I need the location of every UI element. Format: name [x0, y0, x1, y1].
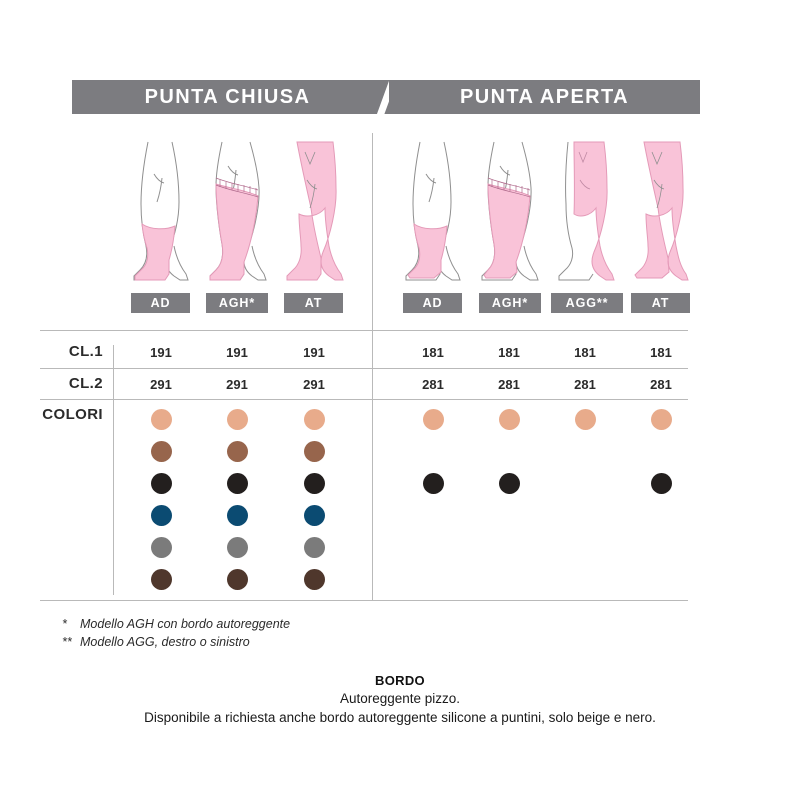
color-swatch-punta-chiusa-AD-2[interactable] — [150, 441, 172, 462]
cl1-open-agg: 181 — [574, 345, 596, 360]
cl1-closed-agh: 191 — [226, 345, 248, 360]
figure-pantyhose-open-toe — [624, 138, 698, 286]
cl1-open-at: 181 — [650, 345, 672, 360]
color-swatch-punta-chiusa-AD-5[interactable] — [150, 537, 172, 558]
figure-row — [0, 138, 800, 286]
color-swatch-punta-aperta-AGH-1[interactable] — [498, 409, 520, 430]
row-label-cl2: CL.2 — [68, 375, 103, 392]
grid-line-section-divider — [372, 133, 373, 600]
figure-thigh-high-lace-band-closed-toe — [200, 138, 274, 286]
footnote-marker: ** — [62, 635, 72, 649]
color-swatch-punta-chiusa-AD-4[interactable] — [150, 505, 172, 526]
cl1-closed-at: 191 — [303, 345, 325, 360]
cl1-open-ad: 181 — [422, 345, 444, 360]
color-swatch-punta-chiusa-AT-6[interactable] — [303, 569, 325, 590]
color-swatch-punta-chiusa-AD-1[interactable] — [150, 409, 172, 430]
footnote-text: Modello AGG, destro o sinistro — [80, 635, 250, 649]
cl1-open-agh: 181 — [498, 345, 520, 360]
color-swatch-punta-chiusa-AT-1[interactable] — [303, 409, 325, 430]
cl2-closed-at: 291 — [303, 377, 325, 392]
footnote-marker: * — [62, 617, 67, 631]
footnote-list: * Modello AGH con bordo autoreggente ** Mo… — [62, 615, 562, 651]
chip-closed-ad[interactable]: AD — [131, 293, 190, 313]
cl2-closed-agh: 291 — [226, 377, 248, 392]
figure-knee-high-closed-toe — [124, 138, 198, 286]
bordo-line-1: Autoreggente pizzo. — [339, 691, 461, 706]
color-swatch-punta-chiusa-AGH-2[interactable] — [226, 441, 248, 462]
cl1-closed-ad: 191 — [150, 345, 172, 360]
bordo-line-2: Disponibile a richiesta anche bordo auto… — [144, 710, 656, 725]
cl2-closed-ad: 291 — [150, 377, 172, 392]
cl2-open-ad: 281 — [422, 377, 444, 392]
cl2-open-agh: 281 — [498, 377, 520, 392]
color-swatch-punta-chiusa-AGH-4[interactable] — [226, 505, 248, 526]
color-swatch-punta-chiusa-AGH-3[interactable] — [226, 473, 248, 494]
color-swatch-punta-aperta-AD-3[interactable] — [422, 473, 444, 494]
color-swatch-punta-chiusa-AT-3[interactable] — [303, 473, 325, 494]
chip-open-at[interactable]: AT — [631, 293, 690, 313]
grid-line-cl2-colori — [40, 399, 688, 400]
color-swatch-punta-chiusa-AT-2[interactable] — [303, 441, 325, 462]
bordo-block: BORDO Autoreggente pizzo. Disponibile a … — [0, 672, 800, 727]
grid-line-label-divider — [113, 345, 114, 595]
footnote-item: * Modello AGH con bordo autoreggente — [62, 615, 562, 633]
chip-open-ad[interactable]: AD — [403, 293, 462, 313]
row-label-cl1: CL.1 — [68, 343, 103, 360]
color-swatch-punta-chiusa-AGH-5[interactable] — [226, 537, 248, 558]
section-banner: PUNTA CHIUSA PUNTA APERTA — [72, 80, 700, 114]
cl2-open-at: 281 — [650, 377, 672, 392]
color-swatch-punta-aperta-AGH-3[interactable] — [498, 473, 520, 494]
color-swatch-punta-chiusa-AGH-6[interactable] — [226, 569, 248, 590]
row-label-colori: COLORI — [42, 406, 103, 423]
figure-single-leg-tights-open-toe — [548, 138, 622, 286]
color-swatch-punta-chiusa-AT-5[interactable] — [303, 537, 325, 558]
banner-punta-aperta: PUNTA APERTA — [389, 80, 700, 114]
chip-closed-at[interactable]: AT — [284, 293, 343, 313]
footnote-item: ** Modello AGG, destro o sinistro — [62, 633, 562, 651]
cl2-open-agg: 281 — [574, 377, 596, 392]
banner-punta-chiusa: PUNTA CHIUSA — [72, 80, 383, 114]
figure-pantyhose-closed-toe — [277, 138, 351, 286]
color-swatch-punta-chiusa-AT-4[interactable] — [303, 505, 325, 526]
color-swatch-punta-aperta-AD-1[interactable] — [422, 409, 444, 430]
color-swatch-punta-chiusa-AGH-1[interactable] — [226, 409, 248, 430]
color-swatch-punta-aperta-AT-3[interactable] — [650, 473, 672, 494]
chip-closed-agh[interactable]: AGH* — [206, 293, 268, 313]
bordo-title: BORDO — [375, 673, 425, 688]
color-swatch-punta-chiusa-AD-3[interactable] — [150, 473, 172, 494]
grid-line-cl1-cl2 — [40, 368, 688, 369]
banner-punta-chiusa-label: PUNTA CHIUSA — [144, 85, 311, 108]
footnote-text: Modello AGH con bordo autoreggente — [80, 617, 291, 631]
figure-knee-high-open-toe — [396, 138, 470, 286]
color-swatch-punta-chiusa-AD-6[interactable] — [150, 569, 172, 590]
chip-open-agg[interactable]: AGG** — [551, 293, 623, 313]
figure-thigh-high-lace-band-open-toe — [472, 138, 546, 286]
grid-line-bottom — [40, 600, 688, 601]
color-swatch-punta-aperta-AT-1[interactable] — [650, 409, 672, 430]
banner-punta-aperta-label: PUNTA APERTA — [459, 85, 630, 108]
color-swatch-punta-aperta-AGG-1[interactable] — [574, 409, 596, 430]
grid-line-top — [40, 330, 688, 331]
chip-open-agh[interactable]: AGH* — [479, 293, 541, 313]
code-chip-row: AD AGH* AT AD AGH* AGG** AT — [0, 293, 800, 313]
